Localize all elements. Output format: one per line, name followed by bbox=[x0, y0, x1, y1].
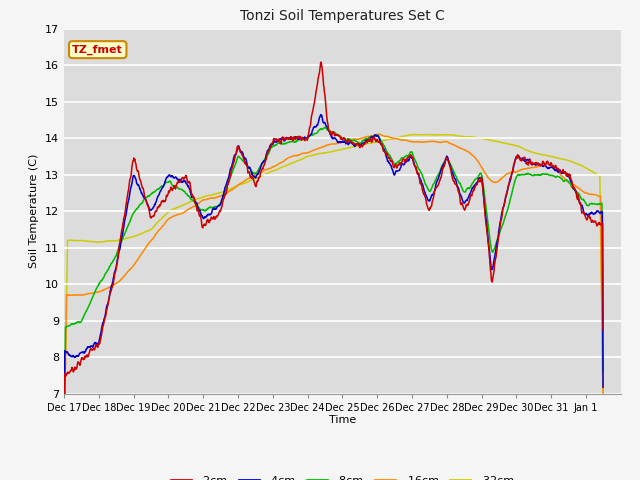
Legend: -2cm, -4cm, -8cm, -16cm, -32cm: -2cm, -4cm, -8cm, -16cm, -32cm bbox=[166, 471, 518, 480]
X-axis label: Time: Time bbox=[329, 415, 356, 425]
Text: TZ_fmet: TZ_fmet bbox=[72, 45, 123, 55]
Y-axis label: Soil Temperature (C): Soil Temperature (C) bbox=[29, 154, 40, 268]
Title: Tonzi Soil Temperatures Set C: Tonzi Soil Temperatures Set C bbox=[240, 10, 445, 24]
